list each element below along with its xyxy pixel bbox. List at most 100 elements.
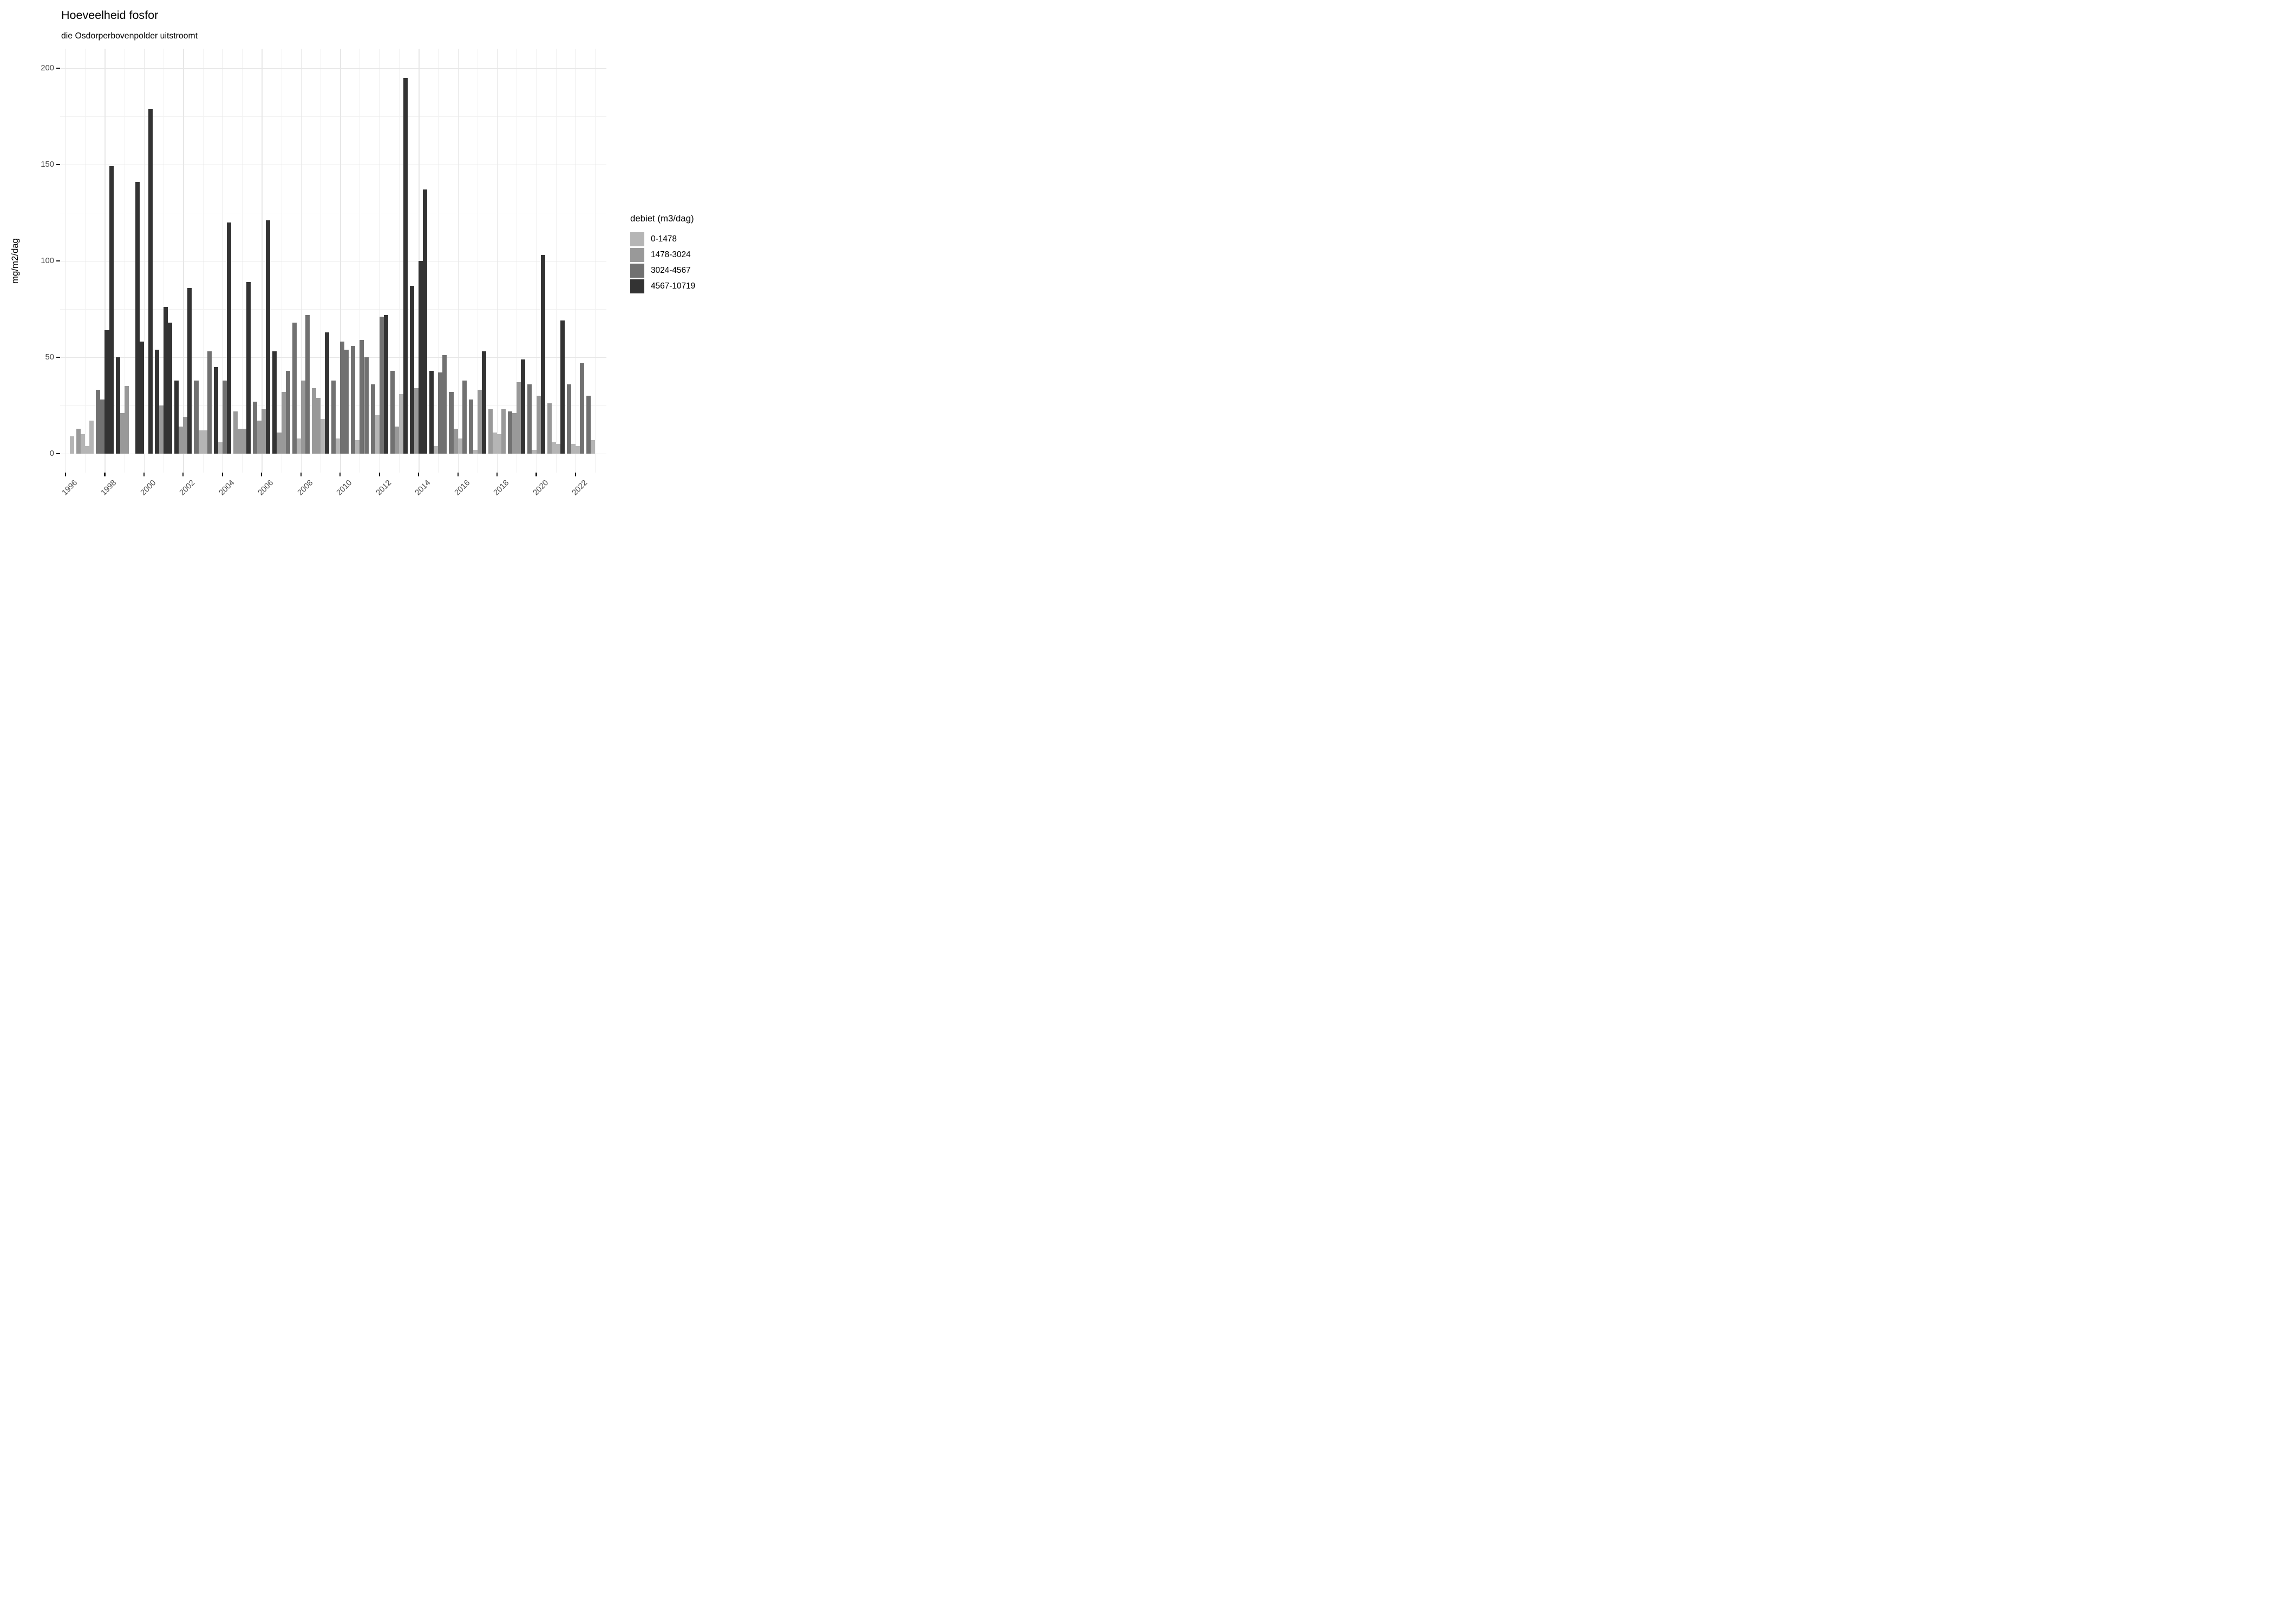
bar-2004q4 [226,222,231,454]
bar-2013q4 [403,77,408,454]
legend-row: 4567-10719 [630,278,695,294]
bar-2018q2 [493,432,498,454]
bar-2013q1 [390,370,395,454]
bar-2009q2 [316,397,321,454]
bar-2010q2 [336,438,341,454]
bar-2022q2 [571,444,576,454]
legend-label: 3024-4567 [651,265,691,275]
x-tick-mark [418,473,420,476]
legend: debiet (m3/dag) 0-1478 1478-3024 3024-4567… [630,213,695,294]
bar-2010q3 [340,342,345,454]
x-tick-mark [378,473,380,476]
bar-1997q3 [85,446,90,454]
legend-swatch-0-1478 [630,232,644,246]
chart-title: Hoeveelheid fosfor [61,9,159,22]
bar-2007q3 [281,392,286,454]
bar-2008q2 [296,438,301,454]
bar-2018q1 [488,409,493,454]
y-tick-mark [56,453,60,455]
bar-2023q2 [591,440,596,454]
bar-2000q2 [139,342,144,454]
bar-2007q2 [277,432,282,454]
bar-1997q2 [81,434,86,454]
bar-2001q1 [155,349,160,454]
bar-2004q2 [218,442,223,454]
bar-2016q2 [453,428,458,454]
bar-2006q3 [262,409,266,454]
gridline-v-minor [202,49,204,473]
legend-label: 0-1478 [651,234,677,244]
bar-2015q1 [429,370,434,454]
x-tick-mark [339,473,341,476]
x-tick-mark [496,473,498,476]
bar-2006q2 [257,421,262,454]
legend-row: 1478-3024 [630,247,695,263]
bar-2007q4 [285,370,290,454]
y-tick-label: 100 [41,256,54,265]
y-tick-label: 200 [41,63,54,73]
bar-2008q3 [300,380,305,454]
bar-2005q4 [246,282,251,454]
bar-2014q1 [410,286,415,454]
x-tick-mark [261,473,263,476]
bar-2021q2 [551,442,556,454]
bar-2012q3 [379,317,384,454]
legend-row: 3024-4567 [630,263,695,278]
legend-label: 4567-10719 [651,281,696,291]
bar-1997q1 [76,428,81,454]
gridline-v-major [300,49,302,473]
bar-2000q4 [148,108,153,454]
x-tick-mark [574,473,577,476]
bar-1998q2 [100,400,105,454]
bar-1998q4 [109,166,114,454]
gridline-v-major [183,49,184,473]
bar-2022q4 [580,363,585,454]
legend-row: 0-1478 [630,231,695,247]
bar-1998q1 [96,390,101,454]
bar-2008q1 [292,322,297,454]
bar-2014q4 [423,189,428,454]
bar-2010q4 [344,349,349,454]
bar-2004q3 [222,380,227,454]
legend-swatch-4567-10719 [630,279,644,293]
phosphorus-bar-chart-figure: Hoeveelheid fosfor die Osdorperbovenpold… [0,0,758,541]
bar-2008q4 [305,315,310,454]
bar-2016q4 [462,380,467,454]
bar-2017q4 [481,351,486,454]
bar-2020q3 [536,396,541,454]
gridline-v-minor [595,49,596,473]
bar-2015q3 [438,372,443,454]
gridline-h-minor [60,116,606,117]
legend-label: 1478-3024 [651,250,691,259]
bar-2010q1 [331,380,336,454]
bar-2011q4 [364,357,369,454]
bar-2014q3 [419,260,423,454]
bar-2002q1 [174,380,179,454]
gridline-v-minor [85,49,86,473]
bar-2021q4 [560,320,565,454]
bar-2015q4 [442,355,447,454]
bar-2003q3 [202,430,207,454]
gridline-v-major [143,49,145,473]
x-tick-mark [182,473,184,476]
bar-2015q2 [434,446,439,454]
bar-2003q2 [198,430,203,454]
bar-2023q1 [586,396,591,454]
bar-2022q1 [566,384,571,454]
y-tick-label: 150 [41,160,54,169]
bar-2005q3 [242,428,247,454]
bar-2016q3 [458,438,462,454]
bar-2007q1 [272,351,277,454]
bar-2014q2 [414,388,419,454]
bar-1996q4 [70,436,75,454]
gridline-v-major [497,49,498,473]
bar-2003q4 [207,351,212,454]
gridline-v-major [458,49,459,473]
bar-2001q2 [159,405,164,454]
bar-2009q1 [311,388,316,454]
bar-2017q3 [477,390,482,454]
bar-2006q1 [253,401,258,454]
plot-panel [60,49,606,473]
bar-2021q1 [547,403,552,454]
bar-2016q1 [449,392,454,454]
